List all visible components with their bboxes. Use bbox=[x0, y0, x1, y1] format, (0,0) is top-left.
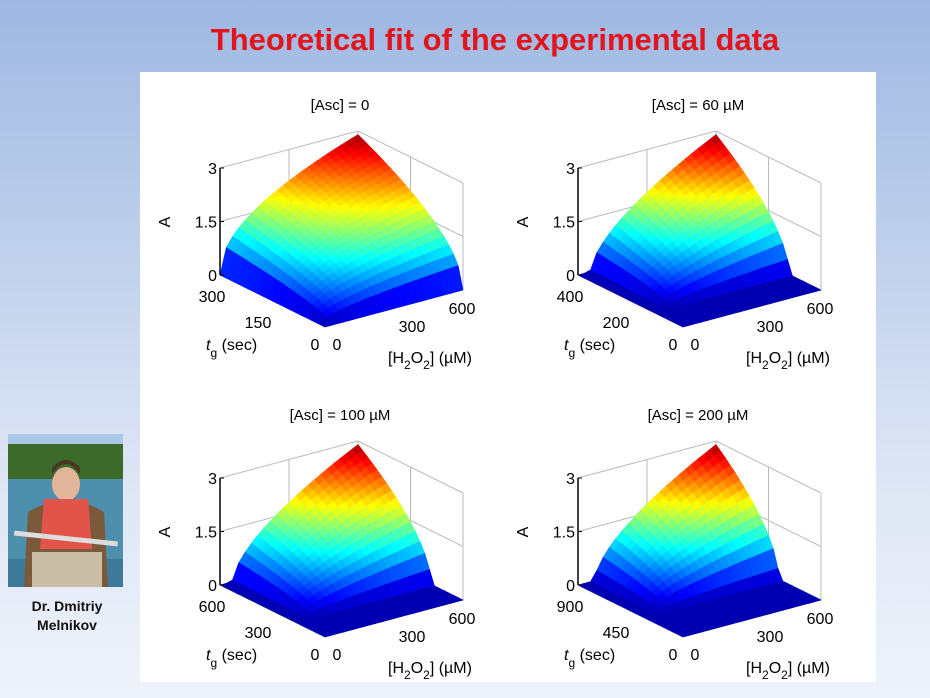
x-axis-label: [H2O2] (µM) bbox=[388, 660, 472, 682]
x-tick-label: 600 bbox=[807, 301, 834, 318]
x-axis-label: [H2O2] (µM) bbox=[746, 660, 830, 682]
z-tick-label: 3 bbox=[566, 471, 575, 488]
presenter-photo bbox=[8, 434, 123, 587]
z-tick-label: 0 bbox=[566, 268, 575, 285]
presenter-caption: Dr. Dmitriy Melnikov bbox=[0, 597, 134, 635]
x-tick-label: 300 bbox=[757, 319, 784, 336]
z-tick-label: 3 bbox=[566, 161, 575, 178]
gridline bbox=[357, 440, 464, 494]
gridline bbox=[577, 440, 717, 479]
figure-panel: [Asc] = 0 0 1.5 3 A 300 150 0 0 300 600 tg (sec) [H2… bbox=[140, 72, 876, 682]
y-tick-label: 0 bbox=[669, 647, 678, 664]
x-tick-label: 0 bbox=[691, 337, 700, 354]
slide-title: Theoretical fit of the experimental data bbox=[210, 22, 780, 57]
z-tick-label: 0 bbox=[566, 578, 575, 595]
x-tick-label: 600 bbox=[449, 611, 476, 628]
x-axis-label: [H2O2] (µM) bbox=[388, 350, 472, 372]
z-tick-label: 1.5 bbox=[195, 525, 217, 542]
surface-patch bbox=[319, 316, 332, 328]
plot-title: [Asc] = 200 µM bbox=[648, 407, 749, 424]
y-tick-label: 0 bbox=[669, 337, 678, 354]
gridline bbox=[715, 130, 822, 184]
x-tick-label: 600 bbox=[449, 301, 476, 318]
surface-patch bbox=[319, 632, 333, 638]
x-tick-label: 0 bbox=[691, 647, 700, 664]
y-tick-label: 400 bbox=[557, 289, 584, 306]
presenter-name-line2: Melnikov bbox=[37, 617, 97, 633]
z-tick-label: 1.5 bbox=[553, 525, 575, 542]
x-tick-label: 300 bbox=[757, 629, 784, 646]
y-tick-label: 200 bbox=[603, 315, 630, 332]
gridline bbox=[577, 130, 717, 169]
plot-title: [Asc] = 0 bbox=[311, 97, 370, 114]
x-tick-label: 600 bbox=[807, 611, 834, 628]
z-axis-label: A bbox=[157, 526, 174, 537]
y-tick-label: 300 bbox=[245, 625, 272, 642]
x-axis-label: [H2O2] (µM) bbox=[746, 350, 830, 372]
z-tick-label: 0 bbox=[208, 268, 217, 285]
y-tick-label: 600 bbox=[199, 599, 226, 616]
x-tick-label: 0 bbox=[333, 337, 342, 354]
plot-title: [Asc] = 100 µM bbox=[290, 407, 391, 424]
y-tick-label: 300 bbox=[199, 289, 226, 306]
y-axis-label: tg (sec) bbox=[564, 647, 615, 670]
z-axis-label: A bbox=[515, 526, 532, 537]
y-tick-label: 450 bbox=[603, 625, 630, 642]
gridline bbox=[357, 130, 464, 184]
presenter-name-line1: Dr. Dmitriy bbox=[31, 598, 103, 614]
y-tick-label: 900 bbox=[557, 599, 584, 616]
z-tick-label: 0 bbox=[208, 578, 217, 595]
surface-patch bbox=[677, 322, 691, 328]
x-tick-label: 0 bbox=[333, 647, 342, 664]
gridline bbox=[219, 130, 359, 169]
y-axis-label: tg (sec) bbox=[564, 337, 615, 360]
y-tick-label: 150 bbox=[245, 315, 272, 332]
z-axis-label: A bbox=[515, 216, 532, 227]
z-axis-label: A bbox=[157, 216, 174, 227]
plot-title: [Asc] = 60 µM bbox=[652, 97, 744, 114]
y-tick-label: 0 bbox=[311, 647, 320, 664]
y-axis-label: tg (sec) bbox=[206, 337, 257, 360]
z-tick-label: 3 bbox=[208, 161, 217, 178]
x-tick-label: 300 bbox=[399, 629, 426, 646]
gridline bbox=[715, 440, 822, 494]
z-tick-label: 1.5 bbox=[553, 215, 575, 232]
gridline bbox=[219, 440, 359, 479]
y-tick-label: 0 bbox=[311, 337, 320, 354]
z-tick-label: 1.5 bbox=[195, 215, 217, 232]
x-tick-label: 300 bbox=[399, 319, 426, 336]
z-tick-label: 3 bbox=[208, 471, 217, 488]
y-axis-label: tg (sec) bbox=[206, 647, 257, 670]
surface-patch bbox=[677, 632, 691, 638]
